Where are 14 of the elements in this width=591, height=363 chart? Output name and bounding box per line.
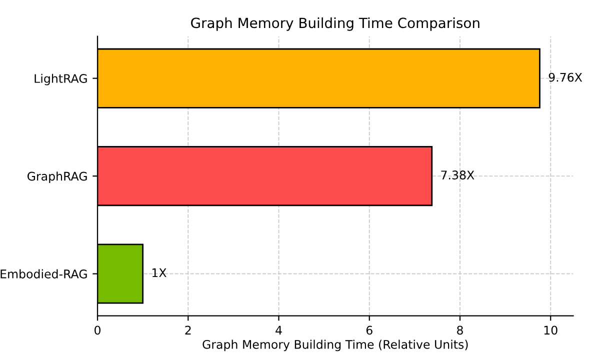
x-axis-title: Graph Memory Building Time (Relative Units) [202, 340, 468, 352]
x-tick-label: 0 [94, 326, 100, 335]
x-tick-label: 6 [366, 326, 372, 335]
data-label: 7.38X [441, 170, 474, 180]
y-tick-label: Embodied-RAG [0, 269, 87, 278]
y-tick-label: GraphRAG [27, 172, 87, 183]
y-tick-label: LightRAG [34, 74, 87, 86]
chart-title: Graph Memory Building Time Comparison [191, 17, 480, 31]
x-tick-label: 4 [276, 326, 282, 335]
x-tick-label: 8 [457, 326, 463, 335]
data-label: 1X [152, 268, 166, 278]
data-label: 9.76X [548, 72, 582, 82]
x-tick-label: 2 [185, 326, 191, 335]
x-tick-label: 10 [544, 326, 558, 335]
